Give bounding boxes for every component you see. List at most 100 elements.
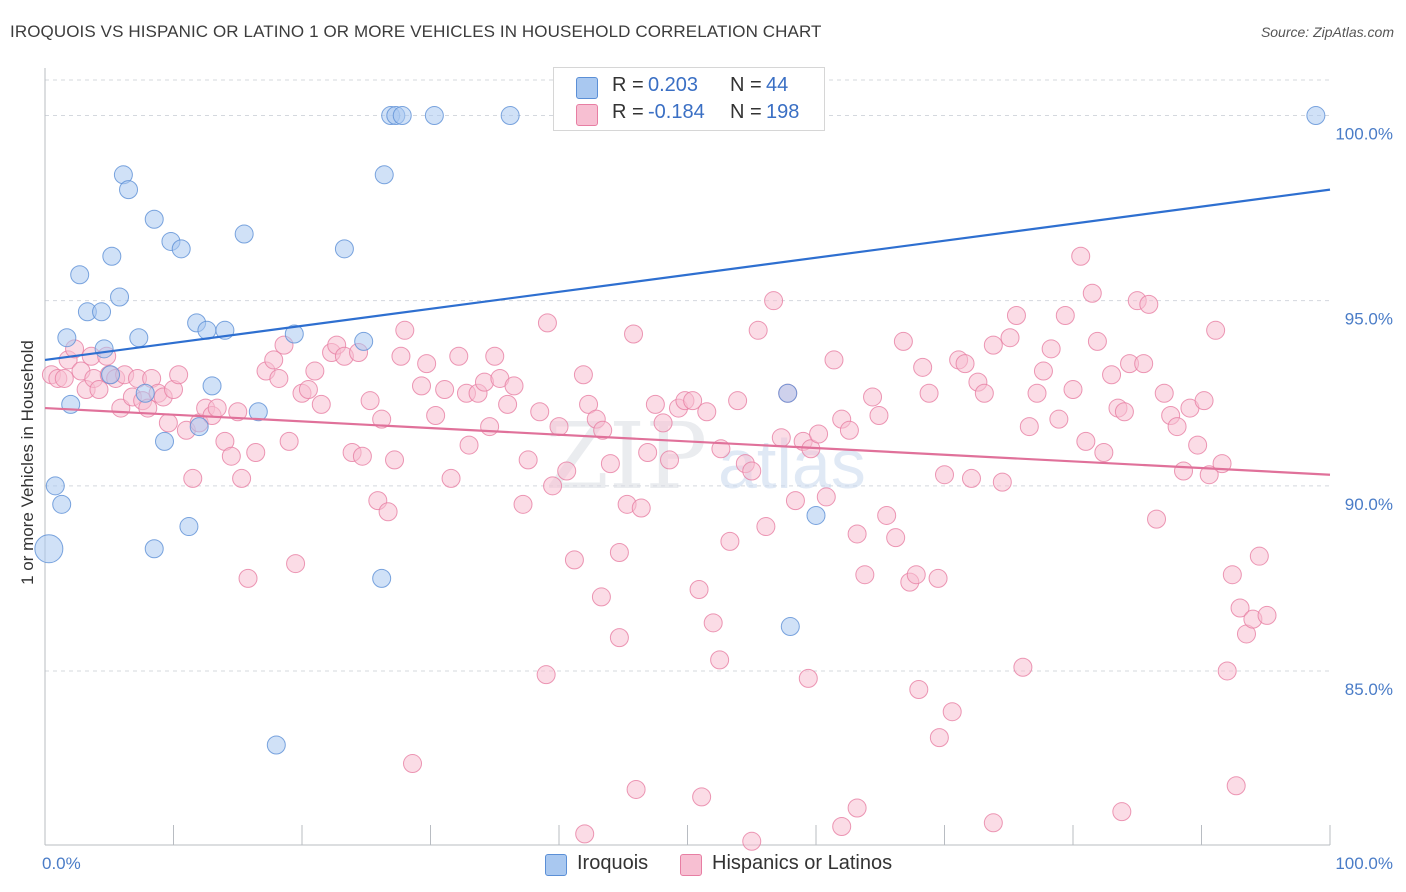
hispanic-point [847, 524, 867, 544]
hispanic-point [378, 502, 398, 522]
hispanic-point [575, 824, 595, 844]
hispanic-point [1013, 657, 1033, 677]
axis-labels: 100.0% 95.0% 90.0% 85.0% 0.0% 100.0% 1 or more… [18, 125, 1393, 873]
hispanic-point [1027, 383, 1047, 403]
iroquois-point [424, 106, 444, 126]
hispanic-point [928, 568, 948, 588]
hispanic-point [1230, 598, 1250, 618]
legend-swatch-hispanics [576, 104, 598, 126]
hispanic-point [742, 461, 762, 481]
hispanic-point [961, 468, 981, 488]
hispanic-point [877, 505, 897, 525]
hispanic-point [609, 542, 629, 562]
hispanic-point [1076, 431, 1096, 451]
hispanic-point [839, 420, 859, 440]
hispanic-point [798, 668, 818, 688]
hispanic-point [372, 409, 392, 429]
hispanic-point [600, 454, 620, 474]
hispanic-point [459, 435, 479, 455]
hispanic-point [1194, 391, 1214, 411]
hispanic-point [1257, 605, 1277, 625]
hispanic-point [660, 450, 680, 470]
hispanic-point [536, 665, 556, 685]
hispanic-point [286, 554, 306, 574]
hispanic-point [417, 354, 437, 374]
iroquois-point [372, 568, 392, 588]
iroquois-point [94, 339, 114, 359]
hispanic-point [449, 346, 469, 366]
hispanic-point [771, 428, 791, 448]
iroquois-point [135, 383, 155, 403]
hispanic-point [886, 528, 906, 548]
hispanic-point [689, 580, 709, 600]
hispanic-point [1134, 354, 1154, 374]
hispanic-point [238, 568, 258, 588]
iroquois-point [500, 106, 520, 126]
hispanic-point [1000, 328, 1020, 348]
gridlines [45, 79, 1330, 672]
iroquois-point [70, 265, 90, 285]
hispanic-point [221, 446, 241, 466]
hispanic-point [485, 346, 505, 366]
hispanic-point [1139, 294, 1159, 314]
iroquois-point [284, 324, 304, 344]
legend-r-value: -0.184 [648, 101, 705, 123]
hispanic-point [1087, 331, 1107, 351]
y-tick-label: 90.0% [1345, 495, 1393, 514]
y-tick-label: 100.0% [1335, 125, 1393, 144]
iroquois-point [354, 331, 374, 351]
hispanic-point [1154, 383, 1174, 403]
iroquois-point [129, 328, 149, 348]
chart-title: IROQUOIS VS HISPANIC OR LATINO 1 OR MORE… [10, 22, 822, 41]
iroquois-point [34, 534, 64, 564]
hispanic-point [54, 368, 74, 388]
iroquois-point [179, 517, 199, 537]
chart-source: Source: ZipAtlas.com [1260, 24, 1394, 40]
legend-r-label: R = [612, 101, 644, 123]
hispanic-point [906, 565, 926, 585]
hispanic-point [983, 813, 1003, 833]
hispanic-point [913, 357, 933, 377]
hispanic-point [1094, 443, 1114, 462]
hispanic-point [683, 391, 703, 411]
iroquois-point [52, 494, 72, 514]
hispanic-point [279, 431, 299, 451]
hispanic-point [816, 487, 836, 507]
iroquois-trend-line [44, 188, 1331, 362]
iroquois-point [780, 617, 800, 637]
iroquois-point [266, 735, 286, 755]
hispanic-point [311, 394, 331, 414]
hispanic-point [269, 368, 289, 388]
hispanic-point [360, 391, 380, 411]
hispanic-point [785, 491, 805, 511]
hispanic-point [863, 387, 883, 407]
hispanic-point [1199, 465, 1219, 485]
iroquois-point [248, 402, 268, 422]
legend-r-label: R = [612, 74, 644, 96]
hispanic-point [710, 650, 730, 670]
hispanic-point [809, 424, 829, 444]
hispanic-point [352, 446, 372, 466]
hispanic-point [1222, 565, 1242, 585]
y-tick-label: 95.0% [1345, 310, 1393, 329]
iroquois-point [101, 365, 121, 385]
hispanic-point [742, 831, 762, 851]
hispanic-point [395, 320, 415, 340]
hispanic-point [692, 787, 712, 807]
hispanic-point [158, 413, 178, 433]
hispanic-point [942, 702, 962, 722]
hispanic-point [1006, 305, 1026, 325]
hispanic-point [530, 402, 550, 422]
iroquois-point [374, 165, 394, 185]
hispanic-point [89, 380, 109, 400]
y-tick-label: 85.0% [1345, 680, 1393, 699]
hispanic-point [624, 324, 644, 344]
hispanic-point [385, 450, 405, 470]
hispanic-point [631, 498, 651, 518]
iroquois-point [155, 431, 175, 451]
hispanic-point [1249, 546, 1269, 566]
hispanic-point [1049, 409, 1069, 429]
legend-swatch-iroquois [576, 77, 598, 99]
hispanic-point [412, 376, 432, 396]
